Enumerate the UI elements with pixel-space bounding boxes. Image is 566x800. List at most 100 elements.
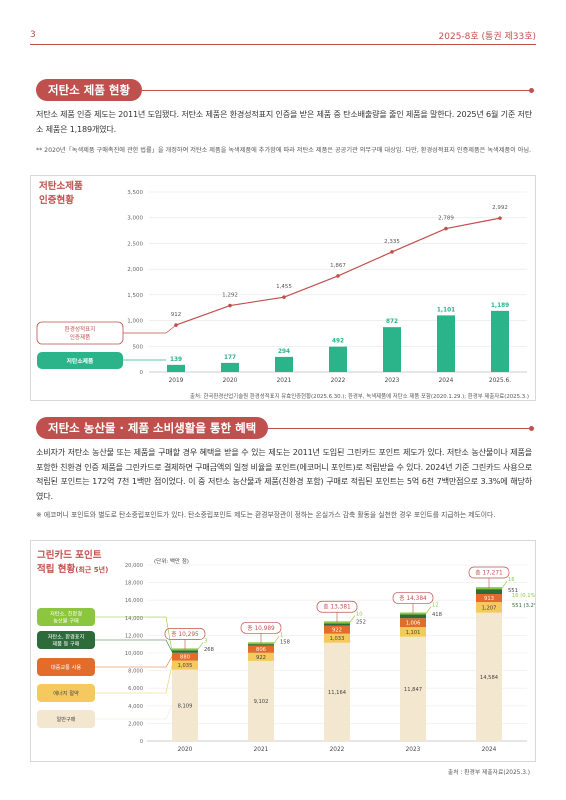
stack-segment [400, 636, 426, 741]
line-data-label: 912 [171, 312, 182, 318]
bar-low-carbon [275, 356, 293, 372]
stack-segment [324, 623, 350, 626]
legend-label: 저탄소, 환경표지 [48, 633, 85, 641]
legend-connector [95, 656, 173, 668]
x-tick-label: 2019 [169, 378, 184, 384]
bar-data-label: 177 [224, 355, 236, 361]
section1-dot [529, 87, 534, 93]
legend-env-label: 환경성적표지 [65, 325, 96, 333]
line-data-label: 2,992 [492, 205, 508, 211]
segment-data-label: 922 [332, 628, 342, 634]
y-tick-label: 14,000 [125, 616, 143, 622]
chart1-source: 출처: 한국환경산업기술원 환경성적표지 유효인증현황(2025.6.30.);… [190, 394, 529, 400]
segment-data-label: 1,101 [406, 630, 421, 636]
page-number: 3 [30, 30, 36, 40]
total-label: 총 14,384 [399, 594, 427, 602]
chart2-title: 그린카드 포인트 적립 현황(최근 5년) [37, 550, 109, 575]
stack-segment [248, 660, 274, 741]
line-point [498, 216, 502, 220]
segment-data-label: 268 [204, 647, 214, 653]
y-tick-label: 0 [140, 370, 144, 376]
leader-line [425, 606, 432, 614]
chart2-svg: (단위: 백만 점) 0 2,000 4,000 6,000 8,000 10,000 12,… [37, 557, 535, 753]
y-tick-label: 20,000 [125, 563, 143, 569]
legend-box [37, 710, 95, 728]
stack-segment [172, 648, 198, 651]
stack-segment [400, 612, 426, 615]
segment-data-label: 1,035 [178, 663, 193, 669]
line-data-label: 1,455 [276, 284, 292, 290]
chart1-svg: 0 500 1,000 1,500 2,000 2,500 3,000 3,500 2019 13… [36, 190, 527, 384]
y-tick-label: 2,000 [128, 721, 143, 727]
y-tick-label: 18,000 [125, 581, 143, 587]
segment-data-label: 158 [280, 640, 290, 646]
leader-line [273, 636, 280, 644]
stack-segment [248, 642, 274, 645]
line-point [390, 250, 394, 254]
x-tick-label: 2023 [406, 747, 421, 753]
stack-segment [476, 602, 502, 613]
x-tick-label: 2024 [439, 378, 454, 384]
line-data-label: 1,292 [222, 293, 238, 299]
legend-connector [95, 639, 173, 652]
line-point [228, 303, 232, 308]
pct-label: 16 (0.1%) [512, 593, 535, 599]
segment-data-label: 1 [280, 632, 283, 638]
y-tick-label: 2,000 [127, 267, 143, 273]
legend-label: 제품 등 구매 [52, 640, 79, 648]
segment-data-label: 1,006 [406, 621, 421, 627]
segment-data-label: 922 [256, 655, 266, 661]
stack-segment [248, 643, 274, 646]
leader-line [197, 642, 204, 650]
stack-segment [476, 612, 502, 741]
segment-data-label: 913 [484, 596, 494, 602]
stack-segment [248, 645, 274, 653]
chart2-source: 출처 : 환경부 제출자료(2025.3.) [447, 770, 530, 776]
bar-low-carbon [383, 327, 401, 372]
stack-segment [400, 627, 426, 637]
section1-heading: 저탄소 제품 현황 [36, 79, 534, 101]
total-box [392, 592, 434, 604]
line-point [444, 226, 448, 231]
bar-data-label: 1,101 [437, 307, 455, 313]
legend-label: 에너지 절약 [53, 689, 79, 697]
segment-data-label: 11,847 [404, 687, 422, 693]
segment-data-label: 418 [432, 612, 442, 618]
total-box [468, 566, 510, 579]
x-tick-label: 2025.6. [489, 378, 511, 384]
segment-data-label: 551 [508, 588, 518, 594]
page-header: 3 2025-8호 (통권 제33호) [30, 28, 536, 42]
y-tick-label: 16,000 [125, 598, 143, 604]
stack-segment [172, 660, 198, 670]
line-point [336, 274, 340, 278]
bar-data-label: 872 [386, 319, 398, 325]
y-tick-label: 1,000 [127, 319, 143, 325]
pct-label: 551 (3.2%) [512, 603, 535, 609]
stack-segment [172, 652, 198, 661]
stack-segment [476, 589, 502, 595]
stack-segment [248, 652, 274, 661]
segment-data-label: 8,109 [178, 703, 193, 709]
legend-low-label: 저탄소제품 [67, 357, 94, 365]
y-tick-label: 12,000 [125, 633, 143, 639]
stack-segment [400, 618, 426, 628]
bar-data-label: 294 [278, 349, 290, 355]
total-label: 총 10,295 [171, 630, 199, 638]
y-tick-label: 2,500 [127, 241, 143, 247]
bar-data-label: 139 [170, 357, 182, 363]
y-tick-label: 8,000 [128, 669, 143, 675]
segment-data-label: 3 [204, 638, 207, 644]
unit-label: (단위: 백만 점) [154, 557, 189, 565]
y-tick-label: 4,000 [128, 704, 143, 710]
stack-segment [172, 669, 198, 741]
legend-low-box [37, 352, 123, 369]
header-rule [30, 44, 536, 45]
legend-env-label: 인증제품 [70, 333, 91, 341]
total-label: 총 17,271 [475, 569, 503, 577]
legend-connector [95, 705, 173, 720]
stack-segment [172, 650, 198, 653]
segment-data-label: 880 [180, 655, 190, 661]
x-tick-label: 2020 [178, 747, 193, 753]
line-data-label: 2,335 [384, 239, 400, 245]
segment-data-label: 806 [256, 647, 266, 653]
